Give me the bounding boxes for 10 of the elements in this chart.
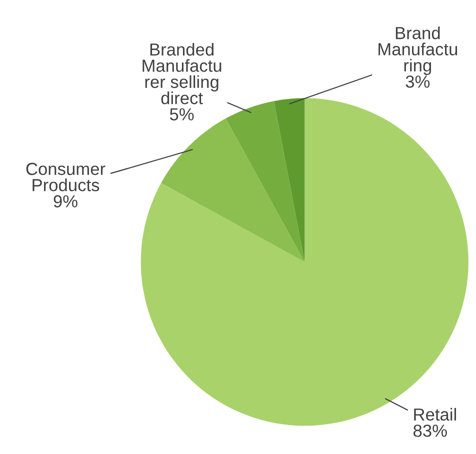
pie-slice [226,101,305,262]
slice-label: Consumer Products [26,162,106,192]
data-label: 5% [170,108,194,120]
slice-label: Brand Manufactu ring [378,26,458,76]
slice-label: Branded Manufactu rer selling direct [142,42,222,104]
data-label: 83% [414,424,447,437]
data-label: 9% [54,195,78,208]
data-label: 3% [406,75,430,88]
slice-label: Retail [414,408,456,421]
pie-slice [274,98,305,262]
